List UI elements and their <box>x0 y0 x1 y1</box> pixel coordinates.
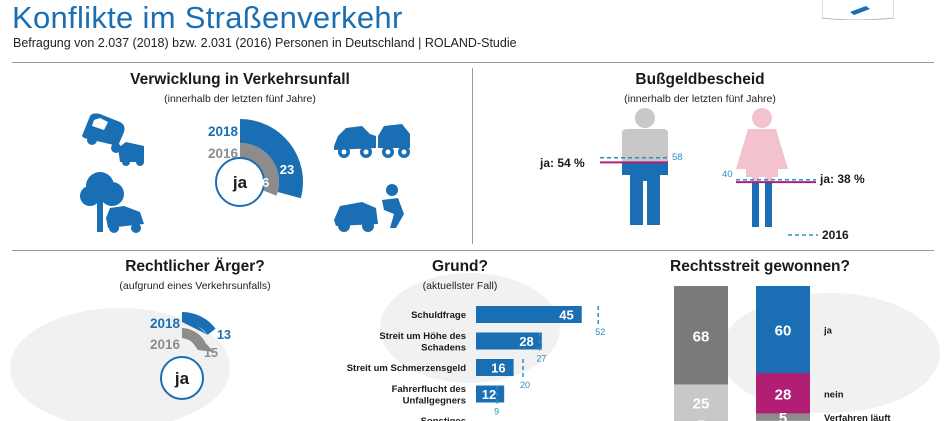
male-value-label: ja: 54 % <box>539 156 585 170</box>
grund-value-2016: 20 <box>520 380 530 390</box>
aerger-center-label: ja <box>174 369 190 388</box>
page-title: Konflikte im Straßenverkehr <box>12 0 403 35</box>
car-crash-icon <box>82 113 144 166</box>
rechtsstreit-bar-2018-nein <box>756 373 810 414</box>
verwicklung-center-label: ja <box>232 173 248 192</box>
rechtsstreit-legend-laeuft: Verfahren läuft <box>824 413 891 421</box>
aerger-arc-2018 <box>182 312 216 335</box>
legend-2016-label: 2016 <box>822 228 849 242</box>
verwicklung-label-2016: 2016 <box>208 146 239 161</box>
grund-bar-2018 <box>476 385 505 403</box>
grund-category-label: Schuldfrage <box>411 310 466 321</box>
grund-subtitle: (aktuellster Fall) <box>422 280 498 292</box>
verwicklung-label-2018: 2018 <box>208 124 239 139</box>
aerger-chart: 2018 2016 13 15 ja <box>150 312 231 400</box>
male-2016-value: 58 <box>672 152 683 163</box>
rechtsstreit-legend-ja: ja <box>823 326 833 337</box>
aerger-value-2016: 15 <box>204 346 218 360</box>
rechtsstreit-value-2018-nein: 28 <box>775 386 792 403</box>
grund-category-label: Fahrerflucht des <box>392 384 466 395</box>
female-2016-value: 40 <box>722 169 733 180</box>
rechtsstreit-value-2016-nein: 25 <box>693 396 710 413</box>
column-divider <box>472 68 473 244</box>
rechtsstreit-value-2018-laeuft: 5 <box>779 410 787 421</box>
grund-value-2016: 9 <box>494 407 499 417</box>
grund-value-2016: 52 <box>595 327 605 337</box>
grund-chart: Schuldfrage 45 52 Streit um Höhe desSchaden… <box>347 306 605 421</box>
grund-category-label: Unfallgegners <box>403 395 466 406</box>
page-subtitle: Befragung von 2.037 (2018) bzw. 2.031 (2… <box>13 36 517 50</box>
rechtsstreit-legend-nein: nein <box>824 389 844 400</box>
verwicklung-subtitle: (innerhalb der letzten fünf Jahre) <box>164 93 316 105</box>
verwicklung-arc-2018 <box>240 118 304 199</box>
aerger-title: Rechtlicher Ärger? <box>125 258 265 275</box>
rear-collision-icon <box>334 124 410 158</box>
aerger-subtitle: (aufgrund eines Verkehrsunfalls) <box>119 280 271 292</box>
aerger-value-2018: 13 <box>217 328 231 342</box>
rechtsstreit-value-2018-ja: 60 <box>775 323 792 340</box>
tree-crash-icon <box>80 172 144 233</box>
grund-title: Grund? <box>432 258 488 275</box>
rechtsstreit-bar-2016-nein <box>674 384 728 421</box>
mechanic-icon <box>334 184 404 232</box>
header-divider <box>12 62 934 63</box>
aerger-label-2016: 2016 <box>150 337 181 352</box>
grund-value-2018: 16 <box>491 361 505 376</box>
rechtsstreit-bar-2018-ja <box>756 286 810 373</box>
verwicklung-chart: 2018 2016 23 26 ja <box>208 118 304 207</box>
grund-value-2018: 12 <box>482 387 496 402</box>
rechtsstreit-bar-2016-ja <box>674 286 728 385</box>
rechtsstreit-value-2016-ja: 68 <box>693 328 710 345</box>
verwicklung-value-2018: 23 <box>280 162 294 177</box>
verwicklung-value-2016: 26 <box>255 175 269 190</box>
rechtsstreit-title: Rechtsstreit gewonnen? <box>670 258 850 275</box>
male-figure-icon <box>622 108 668 225</box>
female-figure-icon <box>736 108 788 227</box>
grund-value-2018: 28 <box>519 334 533 349</box>
logo-icon <box>822 0 894 20</box>
bussgeld-chart: ja: 54 % 58 40 ja: 38 % 2016 <box>539 108 865 242</box>
grund-category-label: Schadens <box>421 342 466 353</box>
verwicklung-center-circle <box>215 157 265 207</box>
bussgeld-subtitle: (innerhalb der letzten fünf Jahre) <box>624 93 776 105</box>
aerger-center-circle <box>160 356 204 400</box>
grund-bar-2018 <box>476 359 514 376</box>
grund-value-2016: 27 <box>536 354 546 364</box>
aerger-label-2018: 2018 <box>150 316 181 331</box>
grund-category-label: Streit um Höhe des <box>379 331 466 342</box>
grund-category-label: Streit um Schmerzensgeld <box>347 363 467 374</box>
grund-bar-2018 <box>476 332 542 350</box>
female-value-label: ja: 38 % <box>819 172 865 186</box>
grund-category-label: Sonstiges <box>421 416 466 421</box>
row-divider <box>12 250 934 251</box>
rechtsstreit-value-2016-laeuft: 5 <box>697 417 705 421</box>
grund-bar-2018 <box>476 306 582 323</box>
verwicklung-title: Verwicklung in Verkehrsunfall <box>130 71 350 88</box>
rechtsstreit-chart: 68 25 5 60 ja 28 nein 5 Verfahren läuft <box>674 286 891 421</box>
rechtsstreit-bar-2018-laeuft <box>756 413 810 421</box>
grund-value-2018: 45 <box>559 308 573 323</box>
bussgeld-title: Bußgeldbescheid <box>635 71 765 88</box>
